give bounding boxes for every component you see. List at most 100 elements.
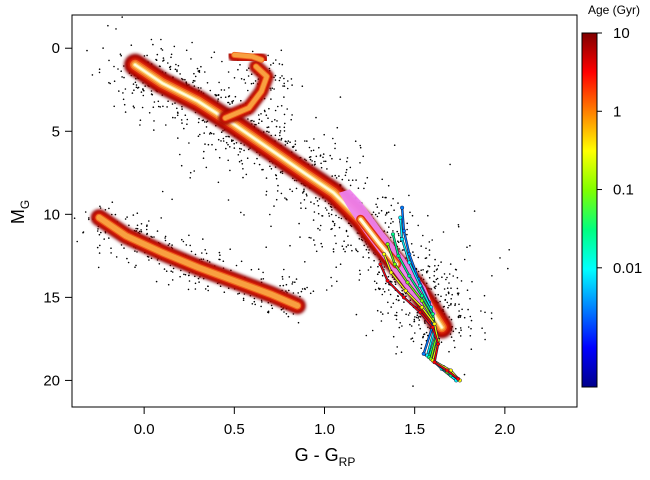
- scatter-point: [227, 199, 230, 201]
- scatter-point: [291, 84, 293, 86]
- scatter-point: [270, 225, 272, 228]
- scatter-point: [359, 162, 361, 164]
- scatter-point: [132, 214, 135, 216]
- isochrone-point: [400, 205, 405, 210]
- scatter-point: [260, 278, 263, 280]
- scatter-point: [457, 225, 460, 228]
- scatter-point: [135, 264, 137, 267]
- scatter-point: [394, 283, 397, 286]
- scatter-point: [447, 306, 449, 309]
- scatter-point: [171, 271, 174, 273]
- scatter-point: [76, 240, 78, 243]
- scatter-point: [349, 184, 352, 187]
- scatter-point: [380, 209, 383, 212]
- scatter-point: [257, 268, 260, 271]
- scatter-point: [457, 315, 460, 318]
- scatter-point: [398, 326, 401, 329]
- scatter-point: [299, 236, 301, 238]
- scatter-point: [96, 230, 99, 232]
- scatter-point: [460, 280, 463, 282]
- scatter-point: [341, 178, 344, 181]
- colorbar-tick-label: 10: [613, 25, 630, 42]
- scatter-point: [425, 331, 428, 334]
- scatter-point: [458, 314, 461, 317]
- scatter-point: [434, 287, 436, 290]
- scatter-point: [108, 81, 110, 84]
- scatter-point: [447, 292, 450, 295]
- scatter-point: [186, 123, 188, 125]
- scatter-point: [428, 265, 431, 268]
- scatter-point: [427, 326, 429, 329]
- scatter-point: [182, 78, 184, 81]
- scatter-point: [427, 265, 430, 267]
- scatter-point: [371, 213, 373, 216]
- scatter-point: [376, 197, 379, 200]
- highlight-band: [338, 189, 437, 318]
- scatter-point: [134, 250, 136, 252]
- scatter-point: [283, 126, 286, 129]
- scatter-point: [180, 164, 183, 167]
- scatter-point: [331, 285, 333, 287]
- scatter-point: [440, 261, 442, 263]
- scatter-point: [220, 131, 223, 133]
- scatter-point: [267, 126, 270, 128]
- scatter-point: [381, 313, 384, 315]
- scatter-point: [335, 242, 337, 245]
- isochrone-point: [398, 215, 403, 220]
- scatter-point: [194, 275, 196, 278]
- scatter-point: [118, 90, 120, 92]
- y-tick-label: 0: [52, 40, 60, 57]
- scatter-point: [470, 319, 473, 322]
- scatter-point: [199, 133, 201, 136]
- scatter-point: [320, 166, 323, 169]
- scatter-point: [185, 49, 188, 52]
- scatter-point: [221, 60, 223, 63]
- scatter-point: [160, 38, 162, 41]
- scatter-point: [251, 303, 254, 305]
- scatter-point: [387, 211, 390, 213]
- scatter-point: [449, 163, 451, 166]
- scatter-point: [455, 327, 457, 330]
- scatter-point: [225, 135, 227, 138]
- scatter-point: [450, 318, 453, 321]
- y-axis-label-main: M: [8, 209, 28, 224]
- scatter-point: [142, 94, 145, 97]
- scatter-point: [124, 218, 127, 220]
- scatter-point: [110, 252, 112, 254]
- scatter-point: [275, 125, 278, 128]
- y-tick-label: 20: [43, 372, 60, 389]
- scatter-point: [384, 214, 387, 216]
- y-axis-label-sub: G: [18, 200, 32, 209]
- scatter-point: [283, 130, 286, 132]
- scatter-point: [274, 109, 277, 112]
- scatter-point: [253, 120, 255, 123]
- scatter-point: [412, 385, 414, 387]
- scatter-point: [240, 159, 243, 162]
- scatter-point: [387, 289, 390, 291]
- scatter-point: [176, 70, 178, 73]
- scatter-point: [138, 230, 141, 233]
- scatter-point: [435, 278, 438, 281]
- scatter-point: [140, 230, 143, 233]
- scatter-point: [437, 264, 440, 267]
- scatter-point: [436, 277, 439, 280]
- scatter-point: [287, 80, 289, 82]
- scatter-point: [469, 335, 472, 337]
- x-tick-label: 0.0: [134, 421, 155, 438]
- scatter-point: [315, 116, 317, 119]
- scatter-point: [270, 98, 272, 100]
- scatter-point: [339, 263, 342, 266]
- scatter-point: [183, 273, 185, 276]
- scatter-point: [139, 119, 142, 121]
- scatter-point: [220, 96, 222, 99]
- scatter-point: [446, 287, 449, 290]
- scatter-point: [185, 244, 188, 246]
- scatter-point: [384, 282, 387, 285]
- scatter-point: [121, 76, 123, 78]
- scatter-point: [345, 229, 348, 232]
- scatter-point: [201, 119, 204, 122]
- scatter-point: [404, 292, 407, 295]
- scatter-point: [254, 80, 257, 82]
- scatter-point: [217, 181, 220, 184]
- scatter-point: [384, 222, 387, 224]
